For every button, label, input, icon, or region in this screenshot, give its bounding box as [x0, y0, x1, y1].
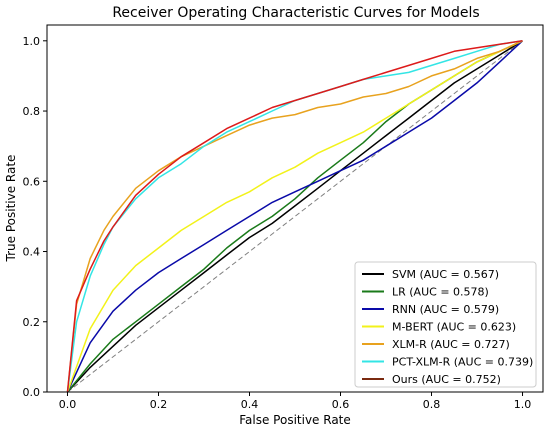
legend-label: Ours (AUC = 0.752) [392, 373, 501, 386]
series-layer [66, 40, 524, 393]
y-tick-label: 0.6 [23, 175, 41, 188]
x-axis: 0.0 0.2 0.4 0.6 0.8 1.0 [59, 392, 532, 411]
series-line-0 [66, 40, 523, 393]
plot-border [46, 24, 544, 393]
y-axis: 0.0 0.2 0.4 0.6 0.8 1.0 [23, 35, 47, 399]
series-line-4 [66, 40, 523, 393]
y-tick-label: 0.0 [23, 386, 41, 399]
x-tick-label: 0.2 [150, 398, 168, 411]
legend: SVM (AUC = 0.567) LR (AUC = 0.578) RNN (AU… [354, 261, 537, 388]
y-tick-label: 0.4 [23, 246, 41, 259]
x-tick-label: 1.0 [514, 398, 532, 411]
legend-label: M-BERT (AUC = 0.623) [392, 321, 516, 334]
legend-label: LR (AUC = 0.578) [392, 286, 489, 299]
series-line-6 [66, 40, 523, 393]
y-tick-label: 1.0 [23, 35, 41, 48]
y-tick-label: 0.2 [23, 316, 41, 329]
y-axis-label: True Positive Rate [4, 155, 18, 263]
legend-box [354, 261, 537, 388]
legend-label: SVM (AUC = 0.567) [392, 268, 499, 281]
legend-label: RNN (AUC = 0.579) [392, 303, 499, 316]
plot-area [46, 24, 544, 393]
chart-title: Receiver Operating Characteristic Curves… [112, 5, 479, 21]
legend-label: XLM-R (AUC = 0.727) [392, 338, 510, 351]
x-tick-label: 0.4 [241, 398, 259, 411]
x-axis-label: False Positive Rate [239, 413, 351, 427]
y-tick-label: 0.8 [23, 105, 41, 118]
series-line-3 [66, 40, 523, 393]
series-line-2 [66, 40, 524, 393]
x-tick-label: 0.0 [59, 398, 77, 411]
x-tick-label: 0.8 [423, 398, 441, 411]
legend-label: PCT-XLM-R (AUC = 0.739) [392, 356, 533, 369]
x-tick-label: 0.6 [332, 398, 350, 411]
